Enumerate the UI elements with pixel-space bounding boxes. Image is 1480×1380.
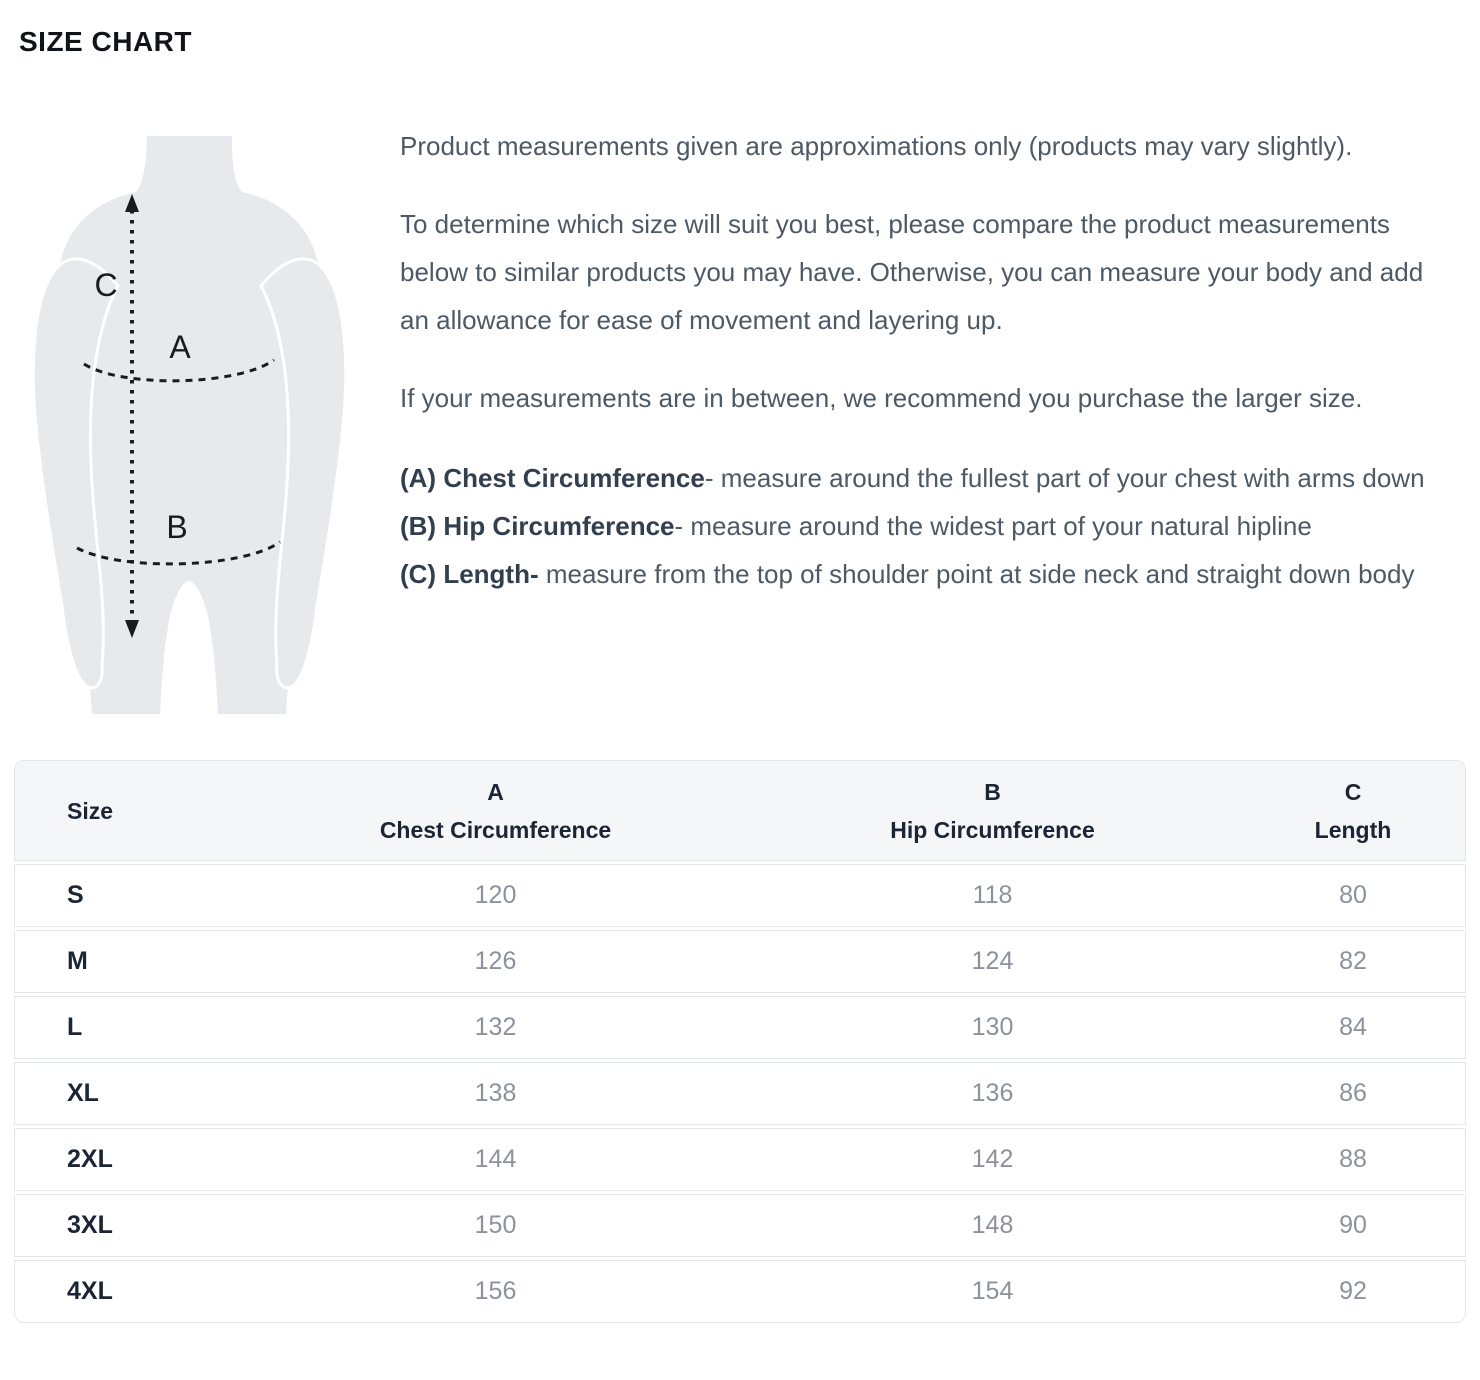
arrow-up-icon [125, 194, 139, 212]
size-table: Size A Chest Circumference B Hip Circumf… [14, 760, 1466, 1323]
page-title: SIZE CHART [19, 26, 192, 57]
chest-value: 150 [474, 1211, 517, 1239]
header-length: C Length [1241, 773, 1465, 849]
header-hip-letter: B [984, 778, 1001, 805]
measurement-definitions: (A) Chest Circumference- measure around … [400, 454, 1456, 598]
header-chest-letter: A [487, 778, 504, 805]
chest-value: 156 [474, 1277, 517, 1305]
body-measurement-diagram: C A B [14, 86, 400, 726]
table-row-l: L 132 130 84 [14, 996, 1466, 1059]
chest-value: 138 [474, 1079, 517, 1107]
label-a: A [169, 329, 191, 365]
table-row-2xl: 2XL 144 142 88 [14, 1128, 1466, 1191]
definition-length: (C) Length- measure from the top of shou… [400, 550, 1456, 598]
length-value: 84 [1339, 1013, 1367, 1041]
table-row-4xl: 4XL 156 154 92 [14, 1260, 1466, 1323]
header-length-letter: C [1344, 778, 1362, 805]
table-row-m: M 126 124 82 [14, 930, 1466, 993]
intro-paragraph-2: To determine which size will suit you be… [400, 209, 1424, 335]
hip-value: 130 [971, 1013, 1014, 1041]
chest-value: 144 [474, 1145, 517, 1173]
hip-value: 124 [971, 947, 1014, 975]
hip-value: 154 [971, 1277, 1014, 1305]
table-row-3xl: 3XL 150 148 90 [14, 1194, 1466, 1257]
length-value: 88 [1339, 1145, 1367, 1173]
length-value: 82 [1339, 947, 1367, 975]
intro-paragraph-1: Product measurements given are approxima… [400, 131, 1353, 161]
definition-chest-term: (A) Chest Circumference [400, 463, 705, 493]
header-hip: B Hip Circumference [744, 773, 1241, 849]
definition-length-desc: measure from the top of shoulder point a… [538, 559, 1415, 589]
hip-value: 136 [971, 1079, 1014, 1107]
chest-value: 120 [474, 881, 517, 909]
arm-silhouette [259, 257, 348, 690]
length-value: 90 [1339, 1211, 1367, 1239]
table-row-s: S 120 118 80 [14, 864, 1466, 927]
content-row: C A B Product measurements given are app… [14, 86, 1466, 726]
intro-paragraph-3: If your measurements are in between, we … [400, 383, 1363, 413]
definition-chest: (A) Chest Circumference- measure around … [400, 454, 1456, 502]
hip-measure-line [76, 540, 281, 566]
size-label: 2XL [67, 1145, 113, 1173]
header-size: Size [67, 797, 114, 824]
size-label: 4XL [67, 1277, 113, 1305]
definition-hip-desc: - measure around the widest part of your… [674, 511, 1312, 541]
length-value: 86 [1339, 1079, 1367, 1107]
label-b: B [166, 509, 187, 545]
chest-value: 126 [474, 947, 517, 975]
size-label: M [67, 947, 88, 975]
hip-value: 118 [972, 881, 1013, 909]
length-value: 80 [1339, 881, 1367, 909]
hip-value: 142 [971, 1145, 1014, 1173]
label-c: C [94, 267, 117, 303]
measurement-instructions: Product measurements given are approxima… [400, 122, 1466, 598]
length-value: 92 [1339, 1277, 1367, 1305]
definition-length-term: (C) Length- [400, 559, 539, 589]
size-label: S [67, 881, 84, 909]
header-length-label: Length [1314, 816, 1392, 843]
arm-silhouette [31, 257, 120, 690]
torso-silhouette [60, 136, 318, 714]
chest-value: 132 [474, 1013, 517, 1041]
size-table-header: Size A Chest Circumference B Hip Circumf… [14, 760, 1466, 861]
size-label: XL [67, 1079, 99, 1107]
table-row-xl: XL 138 136 86 [14, 1062, 1466, 1125]
size-chart-page: SIZE CHART C A B [14, 26, 1466, 1323]
hip-value: 148 [971, 1211, 1014, 1239]
size-label: 3XL [67, 1211, 113, 1239]
chest-measure-line [83, 358, 275, 383]
definition-hip: (B) Hip Circumference- measure around th… [400, 502, 1456, 550]
definition-hip-term: (B) Hip Circumference [400, 511, 675, 541]
header-chest: A Chest Circumference [247, 773, 744, 849]
arrow-down-icon [125, 620, 139, 638]
body-silhouette-svg: C A B [31, 136, 348, 714]
header-chest-label: Chest Circumference [379, 816, 612, 843]
size-label: L [67, 1013, 83, 1041]
definition-chest-desc: - measure around the fullest part of you… [704, 463, 1425, 493]
header-hip-label: Hip Circumference [890, 816, 1095, 843]
